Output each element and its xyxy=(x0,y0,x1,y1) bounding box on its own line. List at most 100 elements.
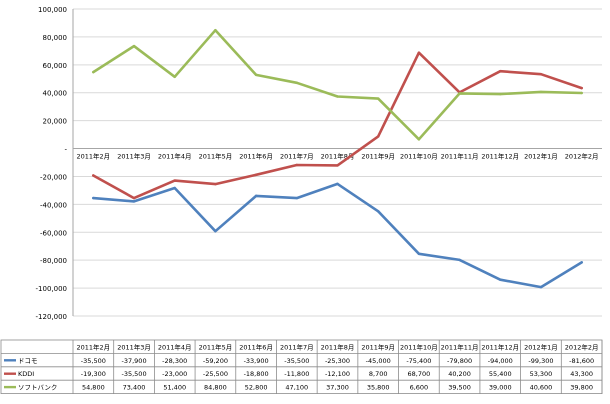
data-point xyxy=(376,135,380,138)
y-tick-label: -80,000 xyxy=(40,257,67,265)
y-tick-label: 20,000 xyxy=(43,118,68,126)
data-point xyxy=(580,261,583,264)
data-point xyxy=(254,73,258,77)
table-header-cell: 2011年4月 xyxy=(158,342,192,351)
table-value-cell: -19,300 xyxy=(81,370,106,378)
table-value-cell: 54,800 xyxy=(82,384,105,392)
data-point xyxy=(336,164,339,167)
series-line-ドコモ xyxy=(92,182,584,289)
table-value-cell: -75,400 xyxy=(406,357,431,365)
table-value-cell: 40,200 xyxy=(448,370,471,378)
x-tick-label: 2011年2月 xyxy=(77,152,111,161)
data-point xyxy=(417,252,421,255)
table-value-cell: -79,800 xyxy=(447,357,472,365)
table-header-cell: 2012年2月 xyxy=(565,342,599,351)
table-header-cell: 2011年5月 xyxy=(199,342,233,351)
table-header-cell: 2011年3月 xyxy=(117,342,151,351)
x-tick-label: 2011年7月 xyxy=(280,152,314,161)
table-value-cell: -23,000 xyxy=(162,370,187,378)
legend-label-ドコモ: ドコモ xyxy=(18,357,38,365)
data-point xyxy=(458,258,461,262)
table-value-cell: 37,300 xyxy=(326,384,349,392)
y-tick-label: -100,000 xyxy=(36,285,67,293)
x-tick-label: 2011年6月 xyxy=(239,152,273,161)
x-tick-label: 2011年3月 xyxy=(117,152,151,161)
table-header-cell: 2011年6月 xyxy=(239,342,273,351)
data-point xyxy=(539,90,543,94)
data-point xyxy=(580,86,583,90)
data-point xyxy=(295,81,299,85)
table-header-cell: 2011年12月 xyxy=(481,342,519,351)
table-value-cell: 6,600 xyxy=(410,384,429,392)
data-point xyxy=(539,285,543,289)
y-tick-label: -120,000 xyxy=(36,313,67,321)
data-point xyxy=(376,210,380,213)
table-value-cell: -25,300 xyxy=(325,357,350,365)
table-header-cell: 2012年1月 xyxy=(524,342,558,351)
table-value-cell: -37,900 xyxy=(121,357,146,365)
data-point xyxy=(376,97,380,100)
data-point xyxy=(214,29,217,32)
x-tick-label: 2011年9月 xyxy=(361,152,395,161)
table-value-cell: -94,000 xyxy=(488,357,513,365)
table-value-cell: -99,300 xyxy=(528,357,553,365)
data-point xyxy=(173,75,176,79)
table-header-cell: 2011年2月 xyxy=(77,342,111,351)
table-value-cell: -11,800 xyxy=(284,370,309,378)
table-value-cell: -35,500 xyxy=(121,370,146,378)
table-value-cell: 52,800 xyxy=(245,384,268,392)
table-header-cell: 2011年9月 xyxy=(361,342,395,351)
table-header-cell: 2011年10月 xyxy=(400,342,438,351)
table-value-cell: -12,100 xyxy=(325,370,350,378)
table-value-cell: 47,100 xyxy=(285,384,308,392)
data-point xyxy=(458,92,461,95)
data-point xyxy=(417,138,421,141)
table-value-cell: 55,400 xyxy=(489,370,512,378)
x-tick-label: 2012年2月 xyxy=(565,152,599,161)
table-header-cell: 2011年7月 xyxy=(280,342,314,351)
data-point xyxy=(336,95,339,98)
table-value-cell: -33,900 xyxy=(244,357,269,365)
data-point xyxy=(499,92,502,96)
data-point xyxy=(132,200,136,203)
y-tick-label: 100,000 xyxy=(38,6,67,14)
y-tick-label: 40,000 xyxy=(43,90,68,98)
table-value-cell: 8,700 xyxy=(369,370,388,378)
table-value-cell: -35,500 xyxy=(81,357,106,365)
table-header-cell: 2011年8月 xyxy=(321,342,355,351)
table-value-cell: -18,800 xyxy=(244,370,269,378)
data-point xyxy=(539,72,543,76)
legend-label-ソフトバンク: ソフトバンク xyxy=(18,384,57,392)
table-value-cell: -35,500 xyxy=(284,357,309,365)
x-tick-label: 2012年1月 xyxy=(524,152,558,161)
data-point xyxy=(92,70,95,74)
data-point xyxy=(254,173,258,176)
table-value-cell: -81,600 xyxy=(569,357,594,365)
data-point xyxy=(132,44,136,48)
data-point xyxy=(173,186,176,190)
table-value-cell: 39,000 xyxy=(489,384,512,392)
x-tick-label: 2011年10月 xyxy=(400,152,438,161)
table-value-cell: 40,600 xyxy=(530,384,553,392)
data-point xyxy=(580,91,583,95)
y-tick-label: -60,000 xyxy=(40,229,67,237)
table-value-cell: -28,300 xyxy=(162,357,187,365)
data-point xyxy=(254,194,258,198)
data-point xyxy=(214,229,217,233)
table-value-cell: 39,500 xyxy=(448,384,471,392)
x-tick-label: 2011年5月 xyxy=(199,152,233,161)
data-point xyxy=(92,174,95,177)
table-value-cell: 39,800 xyxy=(570,384,593,392)
table-value-cell: 35,800 xyxy=(367,384,390,392)
data-point xyxy=(295,163,299,167)
x-tick-label: 2011年8月 xyxy=(321,152,355,161)
table-value-cell: 73,400 xyxy=(123,384,146,392)
y-tick-label: 60,000 xyxy=(43,62,68,70)
table-value-cell: -45,000 xyxy=(366,357,391,365)
data-point xyxy=(295,196,299,200)
y-tick-label: -40,000 xyxy=(40,201,67,209)
table-value-cell: 68,700 xyxy=(408,370,431,378)
y-tick-label: - xyxy=(64,146,67,154)
